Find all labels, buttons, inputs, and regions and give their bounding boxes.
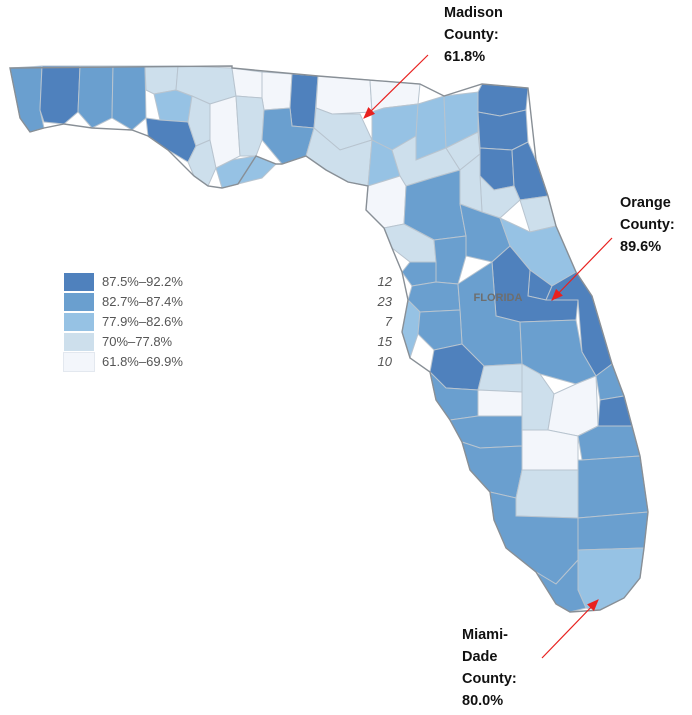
legend-swatch <box>63 351 95 372</box>
madison-callout-value: 61.8% <box>444 49 486 65</box>
legend-swatch <box>64 272 94 291</box>
county-miami-dade <box>577 547 645 611</box>
miami-callout-value: 80.0% <box>462 693 504 709</box>
legend-row: 87.5%–92.2% 12 <box>64 272 394 291</box>
legend-row: 77.9%–82.6% 7 <box>64 312 394 331</box>
state-outline <box>9 65 649 613</box>
county-leon <box>261 71 293 111</box>
county-lee <box>461 441 523 499</box>
county-jefferson <box>289 73 319 129</box>
miami-callout-line: Miami- <box>462 627 508 643</box>
legend-count: 7 <box>384 314 392 329</box>
county-gadsden <box>231 67 263 99</box>
legend-swatch <box>64 292 94 311</box>
state-label: FLORIDA <box>474 292 523 304</box>
county-palm-beach <box>577 455 649 519</box>
county-glades <box>521 429 579 471</box>
county-sumter <box>433 235 467 285</box>
county-broward <box>577 511 649 551</box>
county-pinellas <box>401 298 421 360</box>
county-martin <box>577 425 641 461</box>
county-duval <box>477 109 529 151</box>
orange-callout-line: County: <box>620 217 675 233</box>
legend-swatch <box>64 332 94 351</box>
county-santa-rosa <box>39 65 81 125</box>
county-hendry <box>515 469 579 519</box>
county-charlotte <box>449 415 523 449</box>
legend-range: 87.5%–92.2% <box>102 274 183 289</box>
legend-range: 82.7%–87.4% <box>102 294 183 309</box>
orange-arrow <box>551 237 613 301</box>
miami-arrow <box>541 599 599 659</box>
county-flagler <box>519 195 557 233</box>
county-okaloosa <box>77 65 114 129</box>
madison-callout-line: Madison <box>444 5 503 21</box>
miami-callout-line: County: <box>462 671 517 687</box>
county-walton <box>111 65 147 131</box>
orange-callout-line: Orange <box>620 195 671 211</box>
legend-range: 77.9%–82.6% <box>102 314 183 329</box>
county-okeechobee <box>547 375 599 437</box>
legend-swatch <box>64 312 94 331</box>
county-hillsborough <box>417 309 463 351</box>
county-holmes <box>144 65 179 95</box>
legend-count: 10 <box>377 354 392 369</box>
county-st-lucie <box>597 395 633 427</box>
legend-row: 70%–77.8% 15 <box>64 332 394 351</box>
county-madison <box>315 75 373 115</box>
miami-callout-line: Dade <box>462 649 498 665</box>
orange-callout-value: 89.6% <box>620 239 662 255</box>
county-wakulla <box>235 95 265 157</box>
legend-count: 23 <box>377 294 392 309</box>
madison-callout-line: County: <box>444 27 499 43</box>
county-washington <box>153 89 193 123</box>
legend-row: 82.7%–87.4% 23 <box>64 292 394 311</box>
legend-range: 70%–77.8% <box>102 334 173 349</box>
madison-callout: Madison County: 61.8% <box>444 2 503 68</box>
legend-count: 15 <box>377 334 392 349</box>
county-desoto <box>477 389 523 417</box>
legend: 87.5%–92.2% 12 82.7%–87.4% 23 77.9%–82.6… <box>63 272 394 372</box>
orange-callout: Orange County: 89.6% <box>620 192 675 258</box>
madison-arrow <box>363 54 429 119</box>
legend-count: 12 <box>377 274 392 289</box>
legend-range: 61.8%–69.9% <box>102 354 183 369</box>
legend-row: 61.8%–69.9% 10 <box>63 351 394 372</box>
miami-callout: Miami- Dade County: 80.0% <box>462 624 517 712</box>
county-liberty <box>209 95 241 169</box>
county-escambia <box>9 65 45 133</box>
county-st-johns <box>511 141 549 201</box>
county-hardee <box>477 363 523 393</box>
